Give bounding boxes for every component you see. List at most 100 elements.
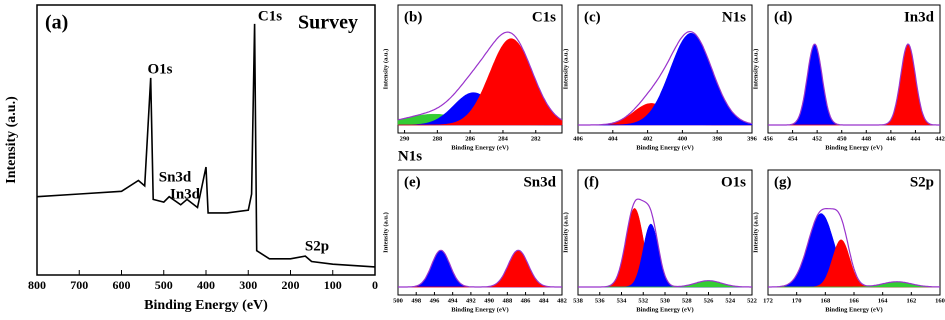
x-tick-label: 288 <box>432 135 443 142</box>
plot-frame <box>767 4 941 134</box>
x-tick-label: 486 <box>521 297 532 304</box>
x-tick-label: 168 <box>820 297 831 304</box>
x-tick-label: 484 <box>539 297 550 304</box>
fit-peak <box>768 43 940 126</box>
y-axis-label: Intensity (a.u.) <box>752 49 759 90</box>
fit-envelope <box>578 30 753 126</box>
y-axis-label: Intensity (a.u.) <box>4 96 19 184</box>
peak-annotation: O1s <box>147 61 172 77</box>
x-tick-label: 446 <box>886 135 897 142</box>
panel-label: (f) <box>584 174 599 190</box>
fit-peak <box>398 38 563 126</box>
fit-envelope <box>768 43 940 126</box>
panel-label: (b) <box>404 9 422 25</box>
x-tick-label: 456 <box>763 135 774 142</box>
plot-frame <box>397 4 563 134</box>
x-tick-label: 162 <box>906 297 916 304</box>
x-tick-label: 454 <box>788 135 799 142</box>
peak-annotation: C1s <box>258 8 282 24</box>
panel-label: (g) <box>774 174 792 190</box>
peak-annotation: Sn3d <box>159 169 192 185</box>
element-label: C1s <box>532 9 556 25</box>
x-tick-label: 442 <box>935 135 945 142</box>
x-tick-label: 700 <box>70 278 88 292</box>
x-tick-label: 402 <box>643 135 653 142</box>
y-axis-label: Intensity (a.u.) <box>752 212 759 253</box>
element-label: N1s <box>722 9 746 25</box>
x-tick-label: 800 <box>28 278 46 292</box>
x-tick-label: 500 <box>155 278 173 292</box>
x-axis-label: Binding Energy (eV) <box>636 144 693 151</box>
x-tick-label: 534 <box>617 297 628 304</box>
x-tick-label: 290 <box>400 135 410 142</box>
x-axis-label: Binding Energy (eV) <box>451 144 508 151</box>
x-tick-label: 494 <box>448 297 459 304</box>
x-tick-label: 396 <box>747 135 758 142</box>
panel-label: (d) <box>774 9 792 25</box>
panel-label: (c) <box>584 9 601 25</box>
x-tick-label: 282 <box>531 135 541 142</box>
fit-envelope <box>578 198 752 288</box>
x-tick-label: 300 <box>239 278 257 292</box>
element-label: S2p <box>910 174 934 190</box>
y-axis-label: Intensity (a.u.) <box>562 49 569 90</box>
x-tick-label: 166 <box>849 297 860 304</box>
element-label: Sn3d <box>523 174 556 190</box>
plot-frame <box>36 4 376 276</box>
x-tick-label: 164 <box>878 297 889 304</box>
x-tick-label: 600 <box>113 278 131 292</box>
x-tick-label: 200 <box>282 278 300 292</box>
x-axis-label: Binding Energy (eV) <box>451 306 508 313</box>
x-tick-label: 100 <box>324 278 342 292</box>
x-tick-label: 526 <box>704 297 715 304</box>
x-tick-label: 286 <box>465 135 476 142</box>
x-axis-label: Binding Energy (eV) <box>825 144 882 151</box>
plot-frame <box>577 4 753 134</box>
fit-peak <box>578 223 752 288</box>
x-tick-label: 538 <box>573 297 584 304</box>
x-tick-label: 284 <box>498 135 509 142</box>
x-tick-label: 406 <box>573 135 584 142</box>
x-axis-label: Binding Energy (eV) <box>144 298 268 313</box>
x-tick-label: 170 <box>792 297 802 304</box>
x-tick-label: 450 <box>837 135 847 142</box>
x-tick-label: 160 <box>935 297 945 304</box>
x-tick-label: 524 <box>725 297 736 304</box>
x-tick-label: 496 <box>430 297 441 304</box>
panel-label: (e) <box>404 174 421 190</box>
x-tick-label: 400 <box>197 278 215 292</box>
peak-annotation: N1s <box>398 148 422 164</box>
fit-envelope <box>398 249 562 288</box>
x-tick-label: 404 <box>608 135 619 142</box>
x-tick-label: 530 <box>660 297 670 304</box>
x-tick-label: 536 <box>595 297 606 304</box>
peak-annotation: S2p <box>305 238 329 254</box>
x-axis-label: Binding Energy (eV) <box>825 306 882 313</box>
x-tick-label: 498 <box>411 297 422 304</box>
peak-annotation: In3d <box>170 186 201 202</box>
y-axis-label: Intensity (a.u.) <box>382 49 389 90</box>
x-tick-label: 172 <box>763 297 773 304</box>
fit-peak <box>578 32 753 126</box>
x-tick-label: 490 <box>484 297 494 304</box>
x-tick-label: 492 <box>466 297 476 304</box>
x-tick-label: 444 <box>911 135 922 142</box>
spectrum-line <box>36 23 376 268</box>
plot-frame <box>397 169 563 296</box>
element-label: In3d <box>904 9 935 25</box>
element-label: O1s <box>721 174 746 190</box>
fit-envelope <box>397 31 563 121</box>
panel-label: (a) <box>45 12 68 34</box>
chart-title: Survey <box>298 12 358 34</box>
x-tick-label: 500 <box>393 297 403 304</box>
x-tick-label: 528 <box>682 297 693 304</box>
x-tick-label: 398 <box>712 135 723 142</box>
x-tick-label: 522 <box>747 297 757 304</box>
x-tick-label: 448 <box>861 135 872 142</box>
x-tick-label: 452 <box>812 135 822 142</box>
y-axis-label: Intensity (a.u.) <box>562 212 569 253</box>
x-tick-label: 0 <box>372 278 378 292</box>
x-tick-label: 532 <box>638 297 648 304</box>
fit-envelope <box>768 208 940 288</box>
